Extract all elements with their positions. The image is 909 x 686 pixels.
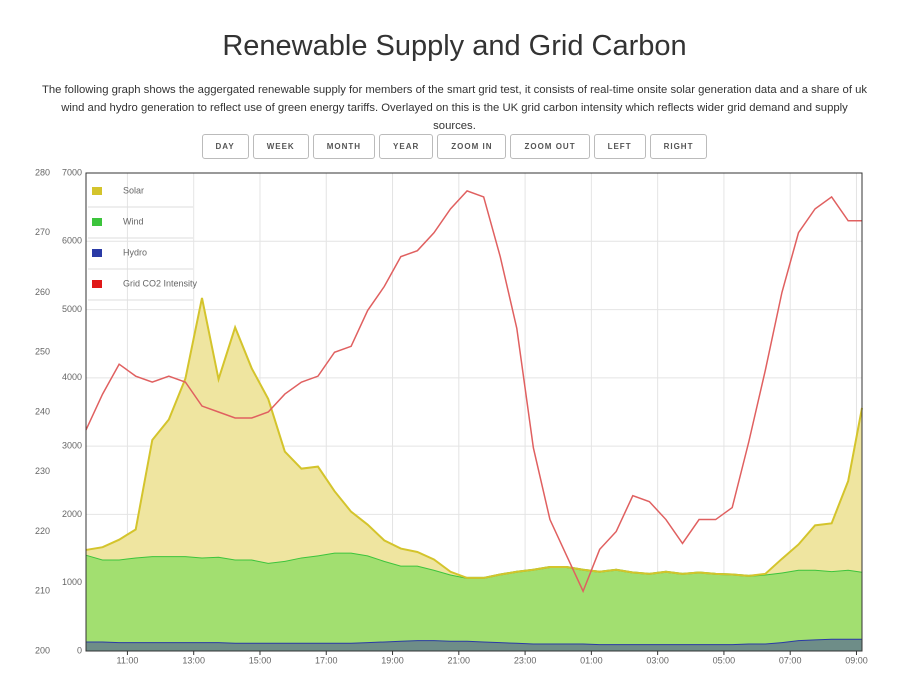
- range-button[interactable]: ZOOM OUT: [510, 134, 590, 159]
- legend-swatch: [92, 280, 102, 288]
- x-tick-label: 11:00: [116, 655, 138, 665]
- range-button[interactable]: WEEK: [252, 134, 309, 159]
- y-tick-label: 3000: [62, 441, 82, 451]
- x-tick-label: 03:00: [646, 655, 669, 665]
- y-tick-label: 0: [77, 645, 82, 655]
- y-tick-label: 2000: [62, 509, 82, 519]
- area: [86, 297, 862, 578]
- y2-tick-label: 240: [35, 406, 50, 416]
- button-bar: DAY WEEK MONTH YEAR ZOOM IN ZOOM OUT LEFT RIGHT: [0, 134, 909, 159]
- range-button[interactable]: ZOOM IN: [437, 134, 507, 159]
- x-tick-label: 05:00: [713, 655, 736, 665]
- x-tick-label: 09:00: [845, 655, 868, 665]
- x-tick-label: 01:00: [580, 655, 603, 665]
- y2-tick-label: 270: [35, 227, 50, 237]
- area-line: [86, 637, 862, 646]
- x-tick-label: 19:00: [381, 655, 404, 665]
- legend-swatch: [92, 218, 102, 226]
- area-line: [85, 297, 863, 579]
- legend-label: Grid CO2 Intensity: [123, 278, 198, 288]
- area-line: [85, 551, 863, 579]
- x-tick-label: 21:00: [448, 655, 471, 665]
- x-tick-label: 15:00: [249, 655, 272, 665]
- y2-tick-label: 260: [35, 287, 50, 297]
- y-tick-label: 1000: [62, 577, 82, 587]
- legend-label: Solar: [123, 185, 144, 195]
- page-title: Renewable Supply and Grid Carbon: [222, 30, 687, 62]
- y2-tick-label: 230: [35, 466, 50, 476]
- line: [85, 190, 862, 594]
- description: The following graph shows the aggergated…: [41, 84, 868, 132]
- legend-label: Wind: [123, 216, 144, 226]
- area: [86, 552, 862, 645]
- legend-swatch: [92, 187, 102, 195]
- y-tick-label: 4000: [62, 372, 82, 382]
- range-button[interactable]: YEAR: [379, 134, 434, 159]
- area: [86, 638, 862, 651]
- range-button[interactable]: MONTH: [312, 134, 376, 159]
- range-button[interactable]: RIGHT: [649, 134, 708, 159]
- legend-label: Hydro: [123, 247, 147, 257]
- range-button[interactable]: DAY: [201, 134, 249, 159]
- y2-tick-label: 210: [35, 586, 50, 596]
- y-tick-label: 5000: [62, 304, 82, 314]
- legend-swatch: [92, 249, 102, 257]
- x-tick-label: 13:00: [182, 655, 205, 665]
- plot-frame: [85, 172, 863, 652]
- x-tick-label: 23:00: [514, 655, 537, 665]
- y-tick-label: 7000: [62, 167, 82, 177]
- x-tick-label: 17:00: [315, 655, 338, 665]
- y2-tick-label: 250: [35, 347, 50, 357]
- y2-tick-label: 200: [35, 645, 50, 655]
- x-tick-label: 07:00: [779, 655, 802, 665]
- range-button[interactable]: LEFT: [593, 134, 646, 159]
- y2-tick-label: 220: [35, 526, 50, 536]
- y-tick-label: 6000: [62, 236, 82, 246]
- y2-tick-label: 280: [35, 167, 50, 177]
